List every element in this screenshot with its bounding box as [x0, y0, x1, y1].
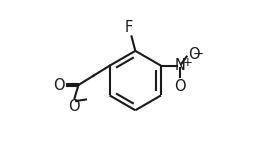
Text: N: N — [174, 58, 185, 73]
Text: O: O — [53, 78, 65, 93]
Text: O: O — [188, 47, 200, 62]
Text: F: F — [125, 20, 133, 35]
Text: +: + — [183, 56, 193, 69]
Text: O: O — [174, 79, 186, 94]
Text: −: − — [192, 47, 204, 60]
Text: O: O — [68, 99, 80, 114]
